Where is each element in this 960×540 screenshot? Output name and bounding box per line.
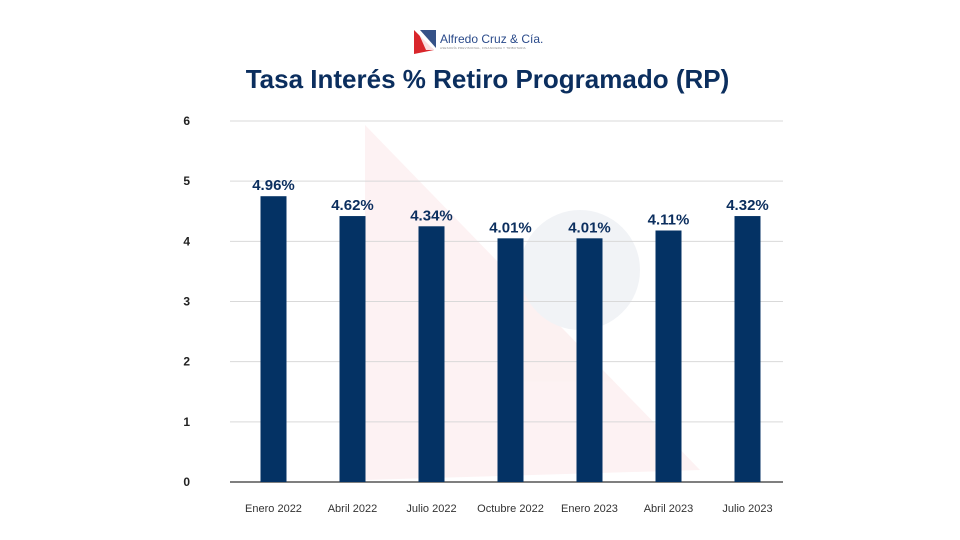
- bar: [339, 216, 366, 482]
- x-tick-label: Julio 2023: [722, 503, 772, 515]
- bars: [260, 196, 761, 483]
- y-tick-label: 1: [183, 415, 190, 429]
- bar: [734, 216, 761, 482]
- bar: [655, 230, 682, 482]
- bar: [260, 196, 287, 483]
- x-tick-label: Octubre 2022: [477, 503, 544, 515]
- chart-title: Tasa Interés % Retiro Programado (RP): [245, 64, 730, 94]
- data-label: 4.32%: [726, 197, 769, 214]
- data-label: 4.01%: [489, 219, 532, 236]
- y-tick-label: 5: [183, 174, 190, 188]
- y-tick-label: 0: [183, 475, 190, 489]
- watermark: [365, 125, 700, 480]
- logo-name: Alfredo Cruz & Cía.: [440, 32, 544, 46]
- x-axis-ticks: Enero 2022 Abril 2022 Julio 2022 Octubre 20…: [245, 503, 773, 515]
- x-tick-label: Enero 2023: [561, 503, 618, 515]
- data-label: 4.11%: [648, 212, 690, 229]
- x-tick-label: Abril 2023: [644, 503, 694, 515]
- data-label: 4.62%: [331, 197, 374, 214]
- bar: [497, 238, 524, 482]
- data-label: 4.96%: [252, 177, 295, 194]
- y-tick-label: 6: [183, 114, 190, 128]
- x-tick-label: Enero 2022: [245, 503, 302, 515]
- logo-subtitle: Asesoría Previsional, Financiera y Tribu…: [440, 46, 526, 50]
- y-tick-label: 2: [183, 355, 190, 369]
- company-logo: Alfredo Cruz & Cía. Asesoría Previsional…: [414, 30, 543, 56]
- data-label: 4.01%: [568, 219, 611, 236]
- bar: [418, 226, 445, 482]
- data-labels: 4.96% 4.62% 4.34% 4.01% 4.01% 4.11% 4.32%: [252, 177, 769, 236]
- logo-icon: [414, 30, 436, 54]
- y-axis-ticks: 0 1 2 3 4 5 6: [183, 114, 190, 489]
- data-label: 4.34%: [410, 207, 453, 224]
- y-tick-label: 3: [183, 295, 190, 309]
- y-tick-label: 4: [183, 234, 190, 248]
- x-tick-label: Julio 2022: [406, 503, 456, 515]
- x-tick-label: Abril 2022: [328, 503, 378, 515]
- bar: [576, 238, 603, 482]
